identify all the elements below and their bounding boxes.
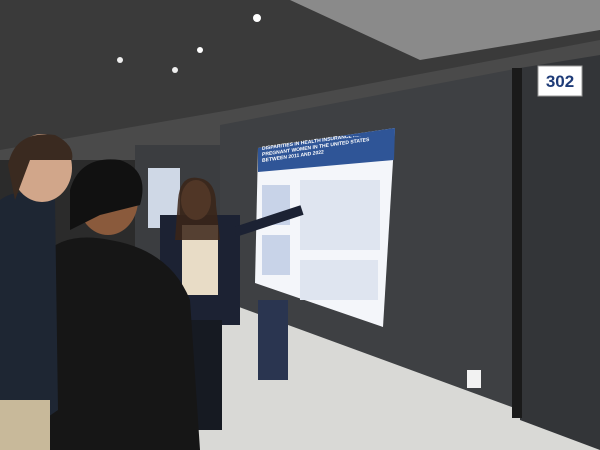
ceiling-light — [117, 57, 123, 63]
viewer-hair — [70, 159, 143, 230]
cup — [467, 370, 481, 388]
poster-title-box: DISPARITIES IN HEALTH INSURANCE AMONG PR… — [262, 136, 373, 164]
viewer-left-jacket — [0, 192, 58, 450]
presenter-arm — [233, 205, 304, 237]
viewer-left-hair — [8, 134, 73, 200]
poster-table — [300, 260, 378, 300]
poster-title: DISPARITIES IN HEALTH INSURANCE AMONG PR… — [262, 136, 373, 164]
poster-table — [300, 180, 380, 250]
background-person — [258, 300, 288, 380]
viewer-jacket — [40, 237, 200, 450]
viewer-left-pants — [0, 400, 50, 450]
ceiling-light — [197, 47, 203, 53]
poster-header — [258, 128, 395, 172]
booth-number-card — [537, 65, 583, 97]
ceiling-panel — [290, 0, 600, 60]
poster-section — [262, 235, 290, 275]
side-panel — [520, 55, 600, 450]
panel-post — [512, 68, 522, 418]
ceiling-light — [172, 67, 178, 73]
ceiling-light — [253, 14, 261, 22]
presenter-hair — [175, 177, 220, 240]
booth-number: 302 — [546, 72, 574, 91]
